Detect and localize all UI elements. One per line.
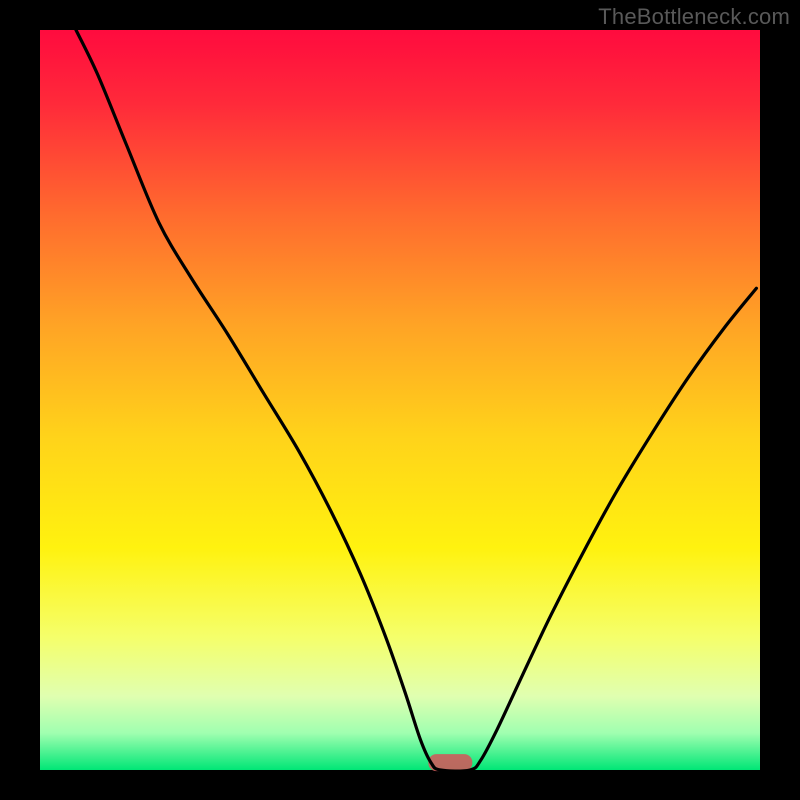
watermark-text: TheBottleneck.com	[598, 4, 790, 30]
chart-container: TheBottleneck.com	[0, 0, 800, 800]
plot-area	[40, 30, 760, 770]
bottleneck-chart	[0, 0, 800, 800]
